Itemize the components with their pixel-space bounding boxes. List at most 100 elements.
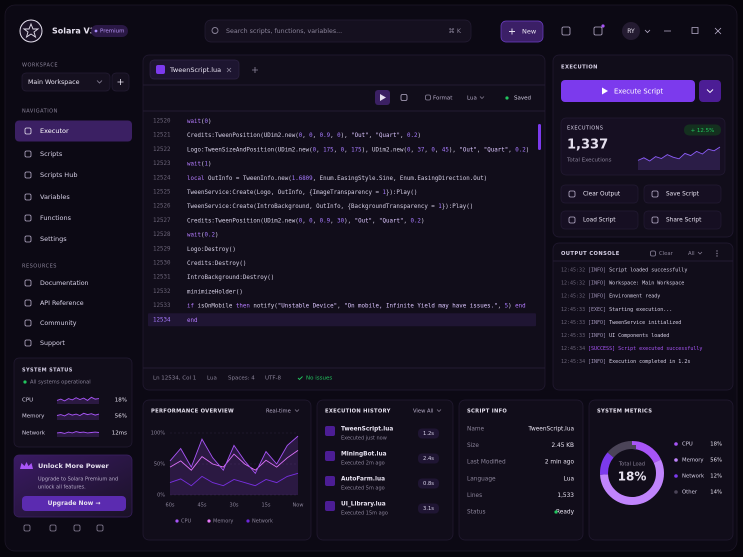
nav-item[interactable]: Variables <box>40 193 70 201</box>
resource-link[interactable]: Support <box>40 340 65 347</box>
history-name[interactable]: MiningBot.lua <box>341 452 387 458</box>
legend-value: 18% <box>710 442 722 448</box>
log-message: UI Components loaded <box>609 333 669 339</box>
info-key: Status <box>467 510 485 516</box>
execute-options[interactable] <box>699 80 721 102</box>
info-value: TweenScript.lua <box>527 427 574 433</box>
icon <box>400 94 408 101</box>
legend-swatch <box>175 519 179 523</box>
legend-swatch <box>246 519 250 523</box>
action-button[interactable] <box>560 184 639 204</box>
icon <box>24 319 32 327</box>
clear-button[interactable]: Clear <box>659 251 674 257</box>
icon <box>24 214 32 222</box>
code-line: if isOnMobile then notify("Unstable Devi… <box>187 303 526 309</box>
editor-tab[interactable] <box>149 59 240 80</box>
history-time: Executed 15m ago <box>341 511 388 517</box>
executions-card <box>560 117 726 176</box>
duration-badge <box>418 428 439 439</box>
workspace-select[interactable] <box>21 72 111 92</box>
resource-link[interactable]: Community <box>40 320 77 327</box>
info-key: Language <box>467 476 496 482</box>
action-button[interactable] <box>643 210 722 230</box>
tab-title: TweenScript.lua <box>169 66 221 74</box>
line-number: 12526 <box>153 204 171 210</box>
new-button[interactable] <box>500 20 544 43</box>
upgrade-button-text: Upgrade Now → <box>48 500 101 507</box>
chevron <box>436 409 442 412</box>
metric-label: CPU <box>22 398 33 404</box>
info-key: Last Modified <box>467 460 506 466</box>
script-icon <box>325 451 335 461</box>
code-line: TweenService:Create(IntroBackground, Out… <box>187 204 473 210</box>
log-time: 12:45:33 <box>561 320 585 326</box>
log-message: Environment ready <box>609 294 660 300</box>
legend-label: Memory <box>682 458 704 464</box>
duration-badge <box>418 503 439 514</box>
nav-item[interactable]: Functions <box>40 214 72 222</box>
history-duration: 0.8s <box>423 481 434 487</box>
log-message: Workspace: Main Workspace <box>609 281 684 287</box>
log-message: Script loaded successfully <box>609 268 687 274</box>
action-button[interactable] <box>560 210 639 230</box>
x-tick-label: 45s <box>198 503 207 509</box>
range-select[interactable]: Real-time <box>266 409 291 415</box>
icon <box>425 94 431 101</box>
series-line <box>169 435 299 475</box>
y-tick-label: 0% <box>157 493 165 499</box>
info-value: 2 min ago <box>545 460 575 466</box>
nav-item[interactable]: Scripts Hub <box>40 171 77 179</box>
icon <box>49 524 57 532</box>
line-number: 12534 <box>153 317 171 323</box>
badge-text: Premium <box>100 29 124 35</box>
icon <box>24 127 32 135</box>
menu-dot <box>716 255 718 257</box>
change-badge <box>684 124 721 136</box>
language-select[interactable]: Lua <box>467 96 477 102</box>
code-line: Credits:Destroy() <box>187 261 246 267</box>
metric-sparkline-area <box>57 413 99 420</box>
view-all[interactable]: View All <box>413 409 433 415</box>
action-button[interactable] <box>643 184 722 204</box>
section-heading: RESOURCES <box>22 264 57 270</box>
series-line-area <box>170 436 298 495</box>
history-name[interactable]: TweenScript.lua <box>341 427 393 433</box>
resource-link[interactable]: Documentation <box>40 280 89 287</box>
plus-icon <box>509 28 515 35</box>
script-icon <box>325 501 335 511</box>
nav-item[interactable]: Settings <box>40 235 67 243</box>
metric-sparkline-area <box>57 397 99 404</box>
nav-item[interactable]: Executor <box>40 127 69 135</box>
chevron <box>96 80 103 84</box>
log-tag: [INFO] <box>588 333 606 339</box>
history-name[interactable]: UI_Library.lua <box>341 502 386 508</box>
line-number: 12533 <box>153 303 171 309</box>
nav-item[interactable]: Scripts <box>40 150 63 158</box>
filter-select[interactable]: All <box>688 251 695 257</box>
format-button[interactable]: Format <box>433 96 453 102</box>
icon <box>593 26 603 36</box>
upgrade-button[interactable] <box>22 496 126 511</box>
resource-link[interactable]: API Reference <box>40 300 84 307</box>
workspace-name: Main Workspace <box>28 79 80 86</box>
code-line: local OutInfo = TweenInfo.new(1.6809, En… <box>187 175 487 181</box>
avatar <box>622 22 640 40</box>
logo-star <box>22 22 40 39</box>
section-heading: EXECUTION <box>561 65 598 71</box>
line-number: 12522 <box>153 147 170 153</box>
history-name[interactable]: AutoFarm.lua <box>341 477 385 483</box>
log-time: 12:45:32 <box>561 268 585 274</box>
info-value: 2.45 KB <box>551 443 574 449</box>
avatar-initials: RY <box>627 28 635 35</box>
metric-label: Network <box>22 431 46 437</box>
icon <box>651 216 659 224</box>
info-value: Ready <box>556 510 575 516</box>
log-tag: [INFO] <box>588 359 606 365</box>
execute-button[interactable] <box>561 80 695 102</box>
icon <box>24 279 32 287</box>
history-duration: 3.1s <box>423 506 434 512</box>
donut-segment <box>600 441 664 505</box>
donut-label: Total Load <box>618 462 645 468</box>
log-time: 12:45:33 <box>561 307 585 313</box>
search-box[interactable] <box>204 19 472 43</box>
